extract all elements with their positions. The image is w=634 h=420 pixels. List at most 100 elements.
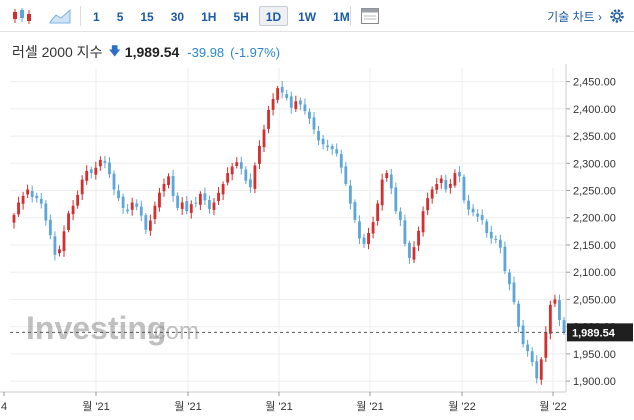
candle[interactable] (380, 173, 384, 211)
candle[interactable] (158, 187, 161, 212)
candle[interactable] (185, 195, 189, 215)
candle[interactable] (508, 269, 511, 291)
candle[interactable] (135, 199, 139, 211)
candle[interactable] (348, 179, 352, 210)
candle[interactable] (389, 168, 393, 195)
candle[interactable] (130, 197, 134, 216)
candle[interactable] (526, 339, 530, 357)
candle[interactable] (221, 181, 225, 201)
candle[interactable] (326, 139, 330, 151)
candle[interactable] (121, 193, 125, 214)
candle[interactable] (71, 200, 75, 221)
candle[interactable] (298, 97, 302, 111)
candle[interactable] (467, 194, 470, 216)
candle[interactable] (544, 326, 548, 363)
candle[interactable] (98, 156, 102, 171)
candle[interactable] (303, 98, 307, 115)
candle[interactable] (235, 157, 239, 169)
candle[interactable] (85, 165, 89, 185)
candle[interactable] (548, 300, 552, 340)
candle[interactable] (267, 105, 270, 134)
candle[interactable] (385, 170, 389, 182)
candle[interactable] (453, 169, 457, 188)
candle[interactable] (176, 192, 180, 211)
candle[interactable] (444, 174, 448, 193)
candle[interactable] (280, 80, 284, 99)
candle[interactable] (403, 214, 407, 247)
candle[interactable] (498, 234, 502, 254)
candle[interactable] (362, 233, 366, 248)
candle[interactable] (458, 166, 461, 183)
candle[interactable] (239, 156, 243, 175)
candle[interactable] (39, 192, 43, 209)
candle[interactable] (76, 190, 80, 209)
candle[interactable] (189, 200, 193, 219)
candle[interactable] (248, 173, 252, 193)
candle[interactable] (421, 206, 425, 237)
candle[interactable] (480, 209, 484, 225)
candle[interactable] (117, 184, 120, 201)
candle[interactable] (412, 241, 416, 264)
candle[interactable] (217, 186, 220, 206)
candle[interactable] (89, 166, 93, 179)
gear-icon[interactable] (608, 7, 626, 25)
candle[interactable] (462, 174, 466, 204)
area-chart-icon[interactable] (48, 6, 72, 26)
candle[interactable] (80, 175, 84, 201)
candle[interactable] (517, 300, 520, 333)
candle[interactable] (448, 178, 452, 194)
candle[interactable] (44, 200, 48, 226)
candle[interactable] (485, 218, 489, 238)
candle[interactable] (512, 276, 516, 305)
candle[interactable] (103, 155, 107, 169)
candle[interactable] (339, 149, 343, 174)
candle[interactable] (430, 186, 434, 204)
candle[interactable] (335, 143, 339, 157)
interval-15[interactable]: 15 (140, 10, 154, 24)
candle[interactable] (30, 185, 34, 203)
candle[interactable] (212, 198, 216, 216)
candle[interactable] (148, 214, 152, 236)
candle[interactable] (317, 126, 320, 146)
candle[interactable] (58, 245, 61, 257)
technical-chart-link[interactable]: 기술 차트 › (547, 10, 602, 24)
candlestick-icon[interactable] (10, 6, 34, 26)
candle[interactable] (471, 204, 475, 217)
candle[interactable] (208, 195, 211, 214)
interval-5h[interactable]: 5H (233, 10, 249, 24)
candle[interactable] (417, 226, 420, 252)
interval-1[interactable]: 1 (93, 10, 100, 24)
candle[interactable] (48, 214, 52, 240)
candle[interactable] (258, 140, 261, 170)
candle[interactable] (171, 169, 175, 202)
candle[interactable] (53, 231, 57, 261)
candle[interactable] (539, 357, 543, 385)
interval-30[interactable]: 30 (170, 10, 185, 24)
candle[interactable] (408, 240, 411, 264)
candle[interactable] (553, 294, 557, 308)
candle[interactable] (35, 192, 39, 203)
candle[interactable] (262, 124, 266, 153)
candle[interactable] (521, 319, 525, 348)
candle[interactable] (435, 178, 439, 194)
candle[interactable] (321, 135, 325, 150)
candle[interactable] (294, 95, 298, 112)
candle[interactable] (244, 166, 248, 185)
candle[interactable] (489, 225, 493, 244)
candle[interactable] (226, 167, 230, 186)
candle[interactable] (21, 191, 25, 210)
candle[interactable] (108, 157, 111, 178)
candle[interactable] (194, 196, 198, 208)
candle[interactable] (285, 89, 289, 101)
candle[interactable] (494, 235, 498, 244)
candle[interactable] (126, 204, 130, 214)
candle[interactable] (94, 161, 98, 180)
candlestick-chart[interactable]: Investing .com 2,450.00 2,400.00 2,350.00 2… (0, 64, 634, 420)
candle[interactable] (12, 212, 16, 229)
candle[interactable] (558, 294, 561, 327)
candle[interactable] (394, 182, 398, 214)
candle[interactable] (476, 209, 480, 222)
candle[interactable] (112, 170, 116, 196)
candle[interactable] (371, 216, 375, 239)
candle[interactable] (330, 143, 334, 155)
